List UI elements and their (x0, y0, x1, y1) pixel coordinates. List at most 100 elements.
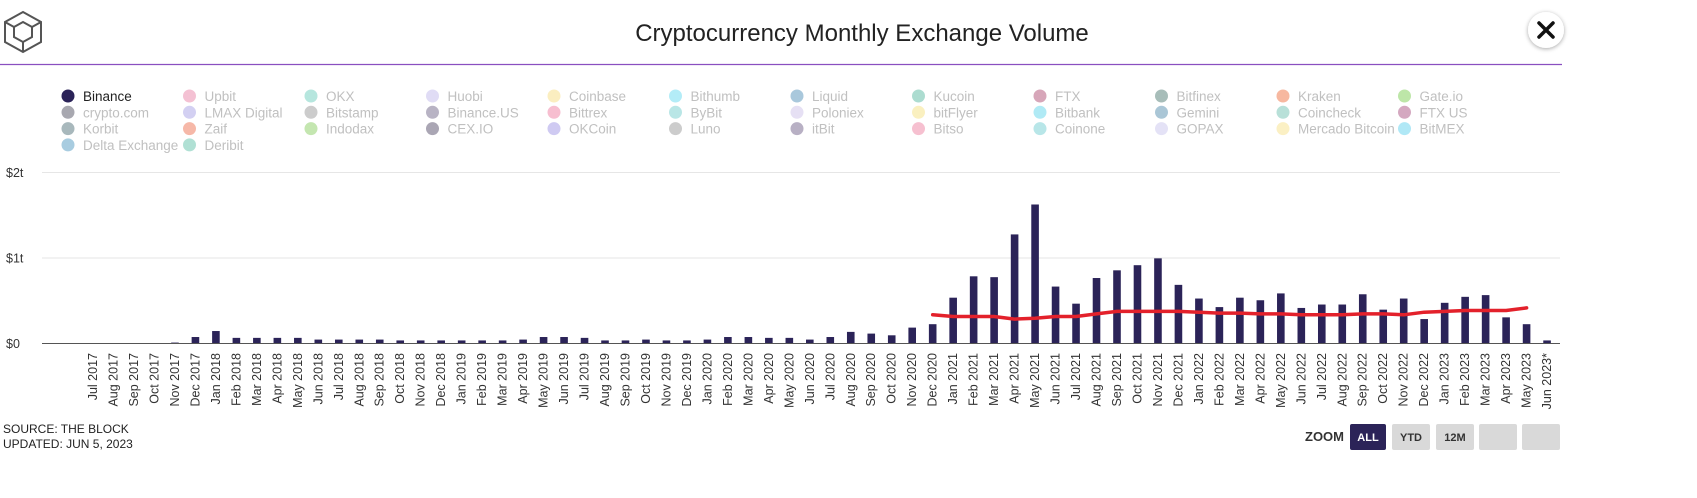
zoom-button[interactable]: 12M (1436, 424, 1474, 450)
x-tick-label: Aug 2018 (352, 353, 366, 407)
bar (519, 339, 527, 343)
x-tick-label: Apr 2023 (1499, 353, 1513, 404)
legend-item[interactable]: Deribit (183, 138, 244, 153)
x-tick-label: Jun 2021 (1049, 353, 1063, 404)
legend-item[interactable]: Bitbank (1033, 105, 1101, 120)
legend-label: Upbit (205, 89, 237, 104)
legend-item[interactable]: Bitso (912, 122, 964, 137)
bar (498, 340, 507, 343)
legend-item[interactable]: itBit (790, 122, 835, 137)
zoom-button[interactable]: ALL (1350, 424, 1386, 450)
legend-swatch (1276, 89, 1290, 103)
x-tick-label: Oct 2020 (885, 353, 899, 404)
legend-item[interactable]: Bitstamp (304, 105, 379, 120)
bar (560, 337, 568, 343)
bar (990, 277, 998, 343)
x-tick-label: May 2019 (537, 353, 551, 408)
x-tick-label: Mar 2019 (496, 353, 510, 406)
x-tick-label: May 2022 (1274, 353, 1288, 408)
legend-item[interactable]: FTX US (1398, 105, 1468, 120)
legend-item[interactable]: Indodax (304, 122, 375, 137)
legend-item[interactable]: OKX (304, 89, 355, 104)
bar (1236, 297, 1244, 343)
bar (601, 340, 609, 343)
legend-item[interactable]: Korbit (61, 122, 119, 137)
legend-swatch (1398, 105, 1411, 119)
x-tick-label: Apr 2020 (762, 353, 776, 404)
legend-swatch (669, 122, 682, 136)
x-tick-label: Sep 2022 (1356, 353, 1370, 407)
legend-label: OKCoin (569, 122, 616, 137)
legend-item[interactable]: FTX (1033, 89, 1081, 104)
x-tick-label: Jul 2017 (86, 353, 100, 400)
legend-item[interactable]: Zaif (183, 122, 227, 137)
logo[interactable] (4, 10, 42, 54)
legend-item[interactable]: Coinone (1033, 122, 1106, 137)
bar (1317, 304, 1326, 343)
legend-item[interactable]: Gemini (1155, 105, 1219, 120)
legend-swatch (183, 89, 196, 103)
legend-item[interactable]: crypto.com (61, 105, 150, 120)
legend-item[interactable]: Mercado Bitcoin (1276, 122, 1395, 137)
legend-label: GOPAX (1177, 122, 1224, 137)
legend-swatch (183, 105, 196, 119)
bar (437, 340, 445, 343)
x-tick-label: Aug 2019 (598, 353, 612, 407)
legend-item[interactable]: Bitfinex (1155, 89, 1221, 104)
legend-label: ByBit (691, 105, 723, 120)
legend-label: Zaif (205, 122, 228, 137)
legend-item[interactable]: Liquid (790, 89, 849, 104)
legend-item[interactable]: Binance.US (426, 105, 519, 120)
legend-item[interactable]: ByBit (669, 105, 722, 120)
legend-item[interactable]: Coinbase (547, 89, 627, 104)
zoom-button[interactable] (1522, 424, 1560, 450)
legend-swatch (61, 89, 75, 103)
bar (846, 331, 855, 343)
legend-label: Coinbase (569, 89, 626, 104)
bar (334, 339, 343, 343)
bar (191, 337, 200, 343)
x-tick-label: Mar 2023 (1479, 353, 1493, 406)
legend-item[interactable]: Kucoin (912, 89, 975, 104)
bar (744, 337, 753, 343)
legend-item[interactable]: BitMEX (1398, 122, 1465, 137)
x-tick-label: Apr 2018 (270, 353, 284, 404)
x-tick-label: May 2018 (291, 353, 305, 408)
bar (867, 333, 876, 343)
legend-item[interactable]: bitFlyer (912, 105, 978, 120)
close-button[interactable] (1528, 12, 1564, 48)
legend-item[interactable]: Coincheck (1276, 105, 1362, 120)
chart-title: Cryptocurrency Monthly Exchange Volume (635, 20, 1089, 47)
x-tick-label: Mar 2021 (987, 353, 1001, 406)
legend-item[interactable]: LMAX Digital (183, 105, 283, 120)
legend-item[interactable]: Bittrex (547, 105, 608, 120)
legend-item[interactable]: CEX.IO (426, 122, 493, 137)
bar (1031, 204, 1039, 343)
legend-item[interactable]: GOPAX (1155, 122, 1224, 137)
legend-item[interactable]: Binance (61, 89, 132, 104)
x-tick-label: Nov 2019 (659, 353, 673, 407)
zoom-button[interactable] (1479, 424, 1517, 450)
bar (621, 340, 630, 343)
legend-item[interactable]: Delta Exchange (61, 138, 179, 153)
zoom-button[interactable]: YTD (1392, 424, 1430, 450)
legend-label: Bittrex (569, 105, 608, 120)
legend-item[interactable]: Gate.io (1398, 89, 1463, 104)
x-tick-label: Mar 2020 (741, 353, 755, 406)
legend-swatch (1155, 122, 1168, 136)
legend-item[interactable]: Bithumb (669, 89, 740, 104)
legend-item[interactable]: Upbit (183, 89, 236, 104)
x-tick-label: May 2023 (1520, 353, 1534, 408)
bar (1481, 295, 1490, 343)
legend-item[interactable]: Luno (669, 122, 721, 137)
legend-label: itBit (812, 122, 835, 137)
x-tick-label: Feb 2020 (721, 353, 735, 406)
legend-item[interactable]: Poloniex (790, 105, 865, 120)
legend-item[interactable]: OKCoin (547, 122, 617, 137)
y-tick-label: $0 (6, 337, 20, 351)
x-tick-label: Apr 2021 (1008, 353, 1022, 404)
legend-item[interactable]: Huobi (426, 89, 483, 104)
legend-swatch (304, 122, 318, 136)
legend-item[interactable]: Kraken (1276, 89, 1341, 104)
x-tick-label: Dec 2020 (926, 353, 940, 407)
